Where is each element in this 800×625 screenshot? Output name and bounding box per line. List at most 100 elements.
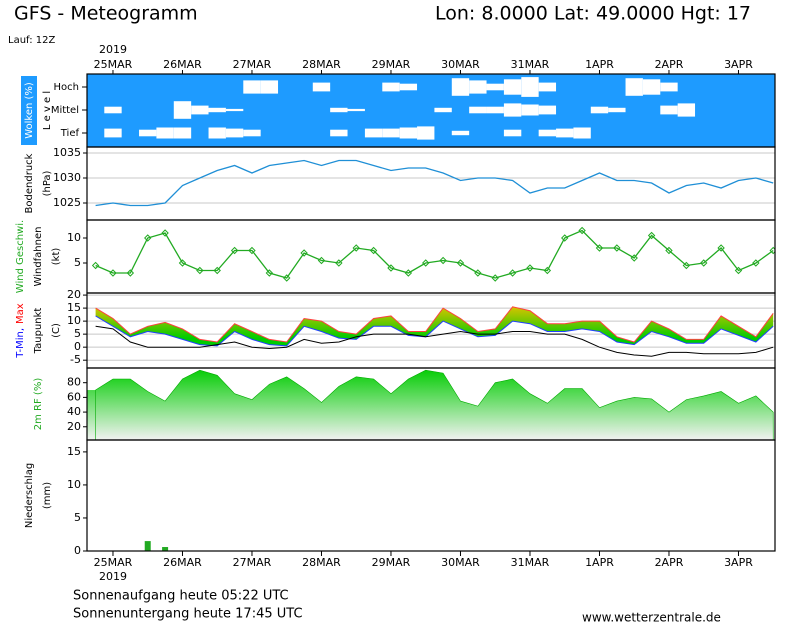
cloud-cover [173, 101, 192, 119]
y-tick-label: 0 [74, 340, 81, 353]
panel [87, 294, 775, 361]
y-axis-label-part: 2m RF (%) [33, 378, 44, 431]
cloud-cover [660, 82, 678, 92]
y-tick-label: 1025 [53, 196, 81, 209]
y-axis-label: Bodendruck [24, 153, 35, 213]
y-axis-label-part: T-Min, [15, 328, 26, 359]
cloud-cover [104, 106, 122, 114]
x-tick-label-bottom: 26MAR [163, 556, 202, 569]
year-top: 2019 [99, 43, 127, 56]
marker [491, 274, 499, 282]
marker [161, 229, 169, 237]
y-axis-label-part: Taupunkt [33, 308, 44, 355]
marker [752, 259, 760, 267]
cloud-cover [382, 128, 400, 138]
level-label: Tief [60, 128, 80, 139]
cloud-cover [451, 130, 470, 136]
cloud-cover [417, 126, 435, 140]
panel-frame [86, 219, 776, 294]
y-tick-label: 1030 [53, 171, 81, 184]
y-axis-label: (hPa) [42, 170, 53, 196]
y-tick-label: 10 [67, 314, 81, 327]
cloud-cover [538, 82, 557, 92]
panel [87, 74, 775, 147]
y-tick-label: 1035 [53, 146, 81, 159]
y-tick-label: -5 [70, 353, 81, 366]
y-axis-label: (kt) [51, 248, 62, 266]
y-axis-label-part: (hPa) [42, 170, 53, 196]
area [95, 369, 774, 440]
marker [422, 259, 430, 267]
cloud-cover [608, 107, 626, 113]
cloud-cover [521, 104, 539, 116]
temperature-range [95, 306, 774, 346]
panel [91, 226, 775, 282]
marker [404, 269, 413, 277]
marker [439, 256, 447, 265]
y-axis-label-part: Wind Geschwi. [15, 220, 26, 293]
cloud-cover [173, 127, 192, 139]
cloud-cover [191, 105, 209, 115]
cloud-cover [260, 80, 279, 94]
marker [196, 266, 204, 275]
marker [543, 266, 552, 275]
y-axis-label-part: L e v e l [42, 91, 53, 130]
y-axis-label: (C) [51, 323, 62, 338]
cloud-cover [330, 129, 348, 137]
x-tick-label-bottom: 1APR [585, 556, 614, 569]
cloud-cover [503, 103, 522, 117]
marker [734, 266, 743, 275]
x-tick-label-top: 25MAR [94, 58, 133, 71]
marker [248, 246, 256, 255]
y-axis-label: (mm) [42, 482, 53, 509]
cloud-cover [521, 77, 539, 97]
cloud-cover [225, 108, 244, 112]
y-axis-label-part: Bodendruck [24, 153, 35, 213]
location: Lon: 8.0000 Lat: 49.0000 Hgt: 17 [435, 3, 751, 25]
cloud-cover [434, 107, 452, 113]
y-tick-label: 60 [67, 390, 81, 403]
area-edge [87, 390, 96, 440]
marker [91, 261, 100, 270]
cloud-cover [486, 106, 504, 114]
marker [213, 266, 221, 275]
marker [647, 231, 656, 240]
marker [717, 244, 725, 252]
cloud-cover [399, 83, 418, 91]
marker [578, 226, 586, 235]
y-axis-label-part: Wolken (%) [24, 82, 35, 139]
x-tick-label-bottom: 2APR [655, 556, 684, 569]
cloud-cover [469, 106, 487, 114]
y-axis-label-part: (mm) [42, 482, 53, 509]
x-tick-label-top: 29MAR [372, 58, 411, 71]
y-axis-label: Wind Geschwi. [15, 220, 26, 293]
marker [317, 256, 326, 265]
marker [508, 269, 517, 277]
marker [700, 259, 708, 267]
panel-frame [86, 439, 776, 552]
y-axis-label: Wolken (%) [24, 82, 35, 139]
cloud-cover [538, 129, 557, 137]
cloud-cover [243, 129, 261, 137]
line [95, 229, 774, 279]
x-tick-label-bottom: 30MAR [441, 556, 480, 569]
y-tick-label: 5 [74, 327, 81, 340]
marker [126, 269, 135, 277]
panel [144, 541, 169, 551]
bar [162, 547, 169, 551]
temperature-line [95, 325, 774, 357]
x-tick-label-top: 30MAR [441, 58, 480, 71]
x-tick-label-bottom: 25MAR [94, 556, 133, 569]
marker [335, 259, 343, 267]
source: www.wetterzentrale.de [582, 611, 721, 625]
y-tick-label: 5 [74, 256, 81, 269]
y-axis-label: Taupunkt [33, 308, 44, 355]
cloud-cover [225, 128, 244, 138]
x-tick-label-bottom: 3APR [724, 556, 753, 569]
marker [230, 246, 239, 255]
x-tick-label-top: 3APR [724, 58, 753, 71]
temperature-line [95, 306, 774, 343]
run: Lauf: 12Z [8, 35, 55, 46]
y-axis-label-part: Niederschlag [24, 463, 35, 528]
